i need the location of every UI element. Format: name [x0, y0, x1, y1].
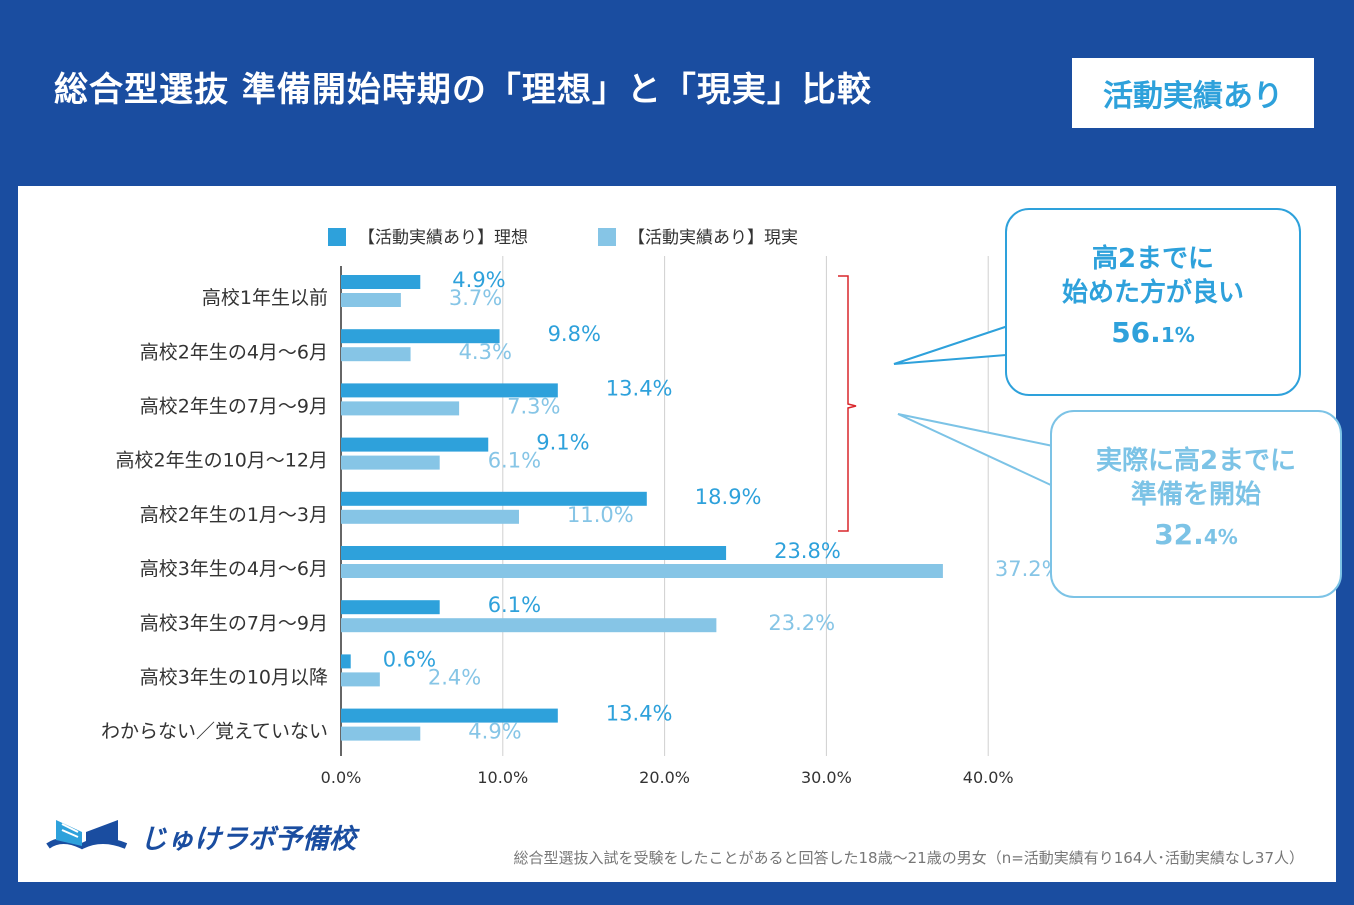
- category-label: 高校2年生の4月〜6月: [140, 341, 328, 363]
- bar: [341, 509, 519, 524]
- x-tick-label: 20.0%: [639, 768, 690, 787]
- data-label: 9.1%: [536, 431, 589, 455]
- bar: [341, 329, 500, 344]
- ideal-callout: 高2までに 始めた方が良い 56.1%: [1005, 208, 1301, 396]
- bar: [341, 546, 727, 560]
- category-label: わからない／覚えていない: [101, 721, 328, 743]
- bar: [341, 401, 460, 416]
- data-label: 13.4%: [606, 702, 673, 726]
- data-label: 6.1%: [488, 593, 541, 617]
- legend-label: 【活動実績あり】理想: [358, 228, 528, 248]
- data-label: 2.4%: [428, 665, 481, 689]
- data-label: 4.9%: [468, 720, 521, 744]
- x-tick-label: 10.0%: [477, 768, 528, 787]
- data-label: 3.7%: [449, 286, 502, 310]
- brand-name: じゅけラボ予備校: [140, 823, 356, 855]
- category-badge: 活動実績あり: [1072, 58, 1314, 128]
- actual-callout-tail: [897, 413, 1054, 487]
- bar: [341, 654, 351, 669]
- data-label: 4.3%: [459, 340, 512, 364]
- bar: [341, 726, 421, 741]
- data-label: 4.9%: [452, 268, 505, 292]
- category-label: 高校3年生の4月〜6月: [140, 558, 328, 580]
- bar: [341, 275, 421, 289]
- data-label: 23.2%: [768, 611, 835, 635]
- legend-label: 【活動実績あり】現実: [628, 228, 798, 248]
- x-tick-label: 30.0%: [801, 768, 852, 787]
- data-label: 11.0%: [567, 503, 634, 527]
- category-label: 高校2年生の1月〜3月: [140, 504, 328, 526]
- bar: [341, 293, 401, 307]
- brand-logo: じゅけラボ予備校: [42, 806, 362, 866]
- bar: [341, 672, 380, 687]
- data-label: 6.1%: [488, 449, 541, 473]
- page-title: 総合型選抜 準備開始時期の「理想」と「現実」比較: [54, 70, 872, 110]
- bar: [341, 437, 489, 452]
- category-label: 高校2年生の10月〜12月: [116, 450, 328, 472]
- actual-callout-line1: 実際に高2までに: [1095, 446, 1297, 476]
- ideal-callout-tail: [893, 325, 1019, 365]
- survey-note: 総合型選抜入試を受験をしたことがあると回答した18歳〜21歳の男女（n=活動実績…: [513, 849, 1304, 867]
- category-label: 高校3年生の7月〜9月: [140, 612, 328, 634]
- bar: [341, 383, 558, 398]
- data-label: 0.6%: [383, 647, 436, 671]
- data-label: 7.3%: [507, 394, 560, 418]
- legend-swatch: [328, 228, 346, 246]
- bar: [341, 618, 717, 633]
- category-label: 高校1年生以前: [202, 287, 328, 309]
- category-label: 高校2年生の7月〜9月: [140, 396, 328, 418]
- data-label: 9.8%: [548, 322, 601, 346]
- ideal-callout-value: 56.1%: [1111, 316, 1195, 349]
- bar: [341, 708, 558, 723]
- ideal-callout-line1: 高2までに: [1091, 244, 1215, 274]
- x-tick-label: 40.0%: [963, 768, 1014, 787]
- data-label: 23.8%: [774, 539, 841, 563]
- chart-panel: 0.0% 10.0% 20.0% 30.0% 40.0% 【活動実績あり】理想 【活動実績あ…: [18, 186, 1342, 882]
- ideal-callout-line2: 始めた方が良い: [1061, 278, 1244, 308]
- bar-chart: 0.0% 10.0% 20.0% 30.0% 40.0% 【活動実績あり】理想 【活動実績あ…: [101, 228, 1062, 787]
- bar: [341, 347, 411, 362]
- bar: [341, 600, 440, 615]
- data-label: 18.9%: [695, 485, 762, 509]
- category-label: 高校3年生の10月以降: [140, 667, 328, 689]
- bar: [341, 564, 943, 578]
- x-tick-label: 0.0%: [321, 768, 362, 787]
- bar: [341, 491, 647, 506]
- legend-swatch: [598, 228, 616, 246]
- bar: [341, 455, 440, 470]
- data-label: 13.4%: [606, 376, 673, 400]
- actual-callout-value: 32.4%: [1154, 518, 1238, 551]
- book-icon: [46, 820, 128, 850]
- actual-callout: 実際に高2までに 準備を開始 32.4%: [1050, 410, 1342, 598]
- bracket: [838, 275, 857, 532]
- actual-callout-line2: 準備を開始: [1130, 480, 1261, 510]
